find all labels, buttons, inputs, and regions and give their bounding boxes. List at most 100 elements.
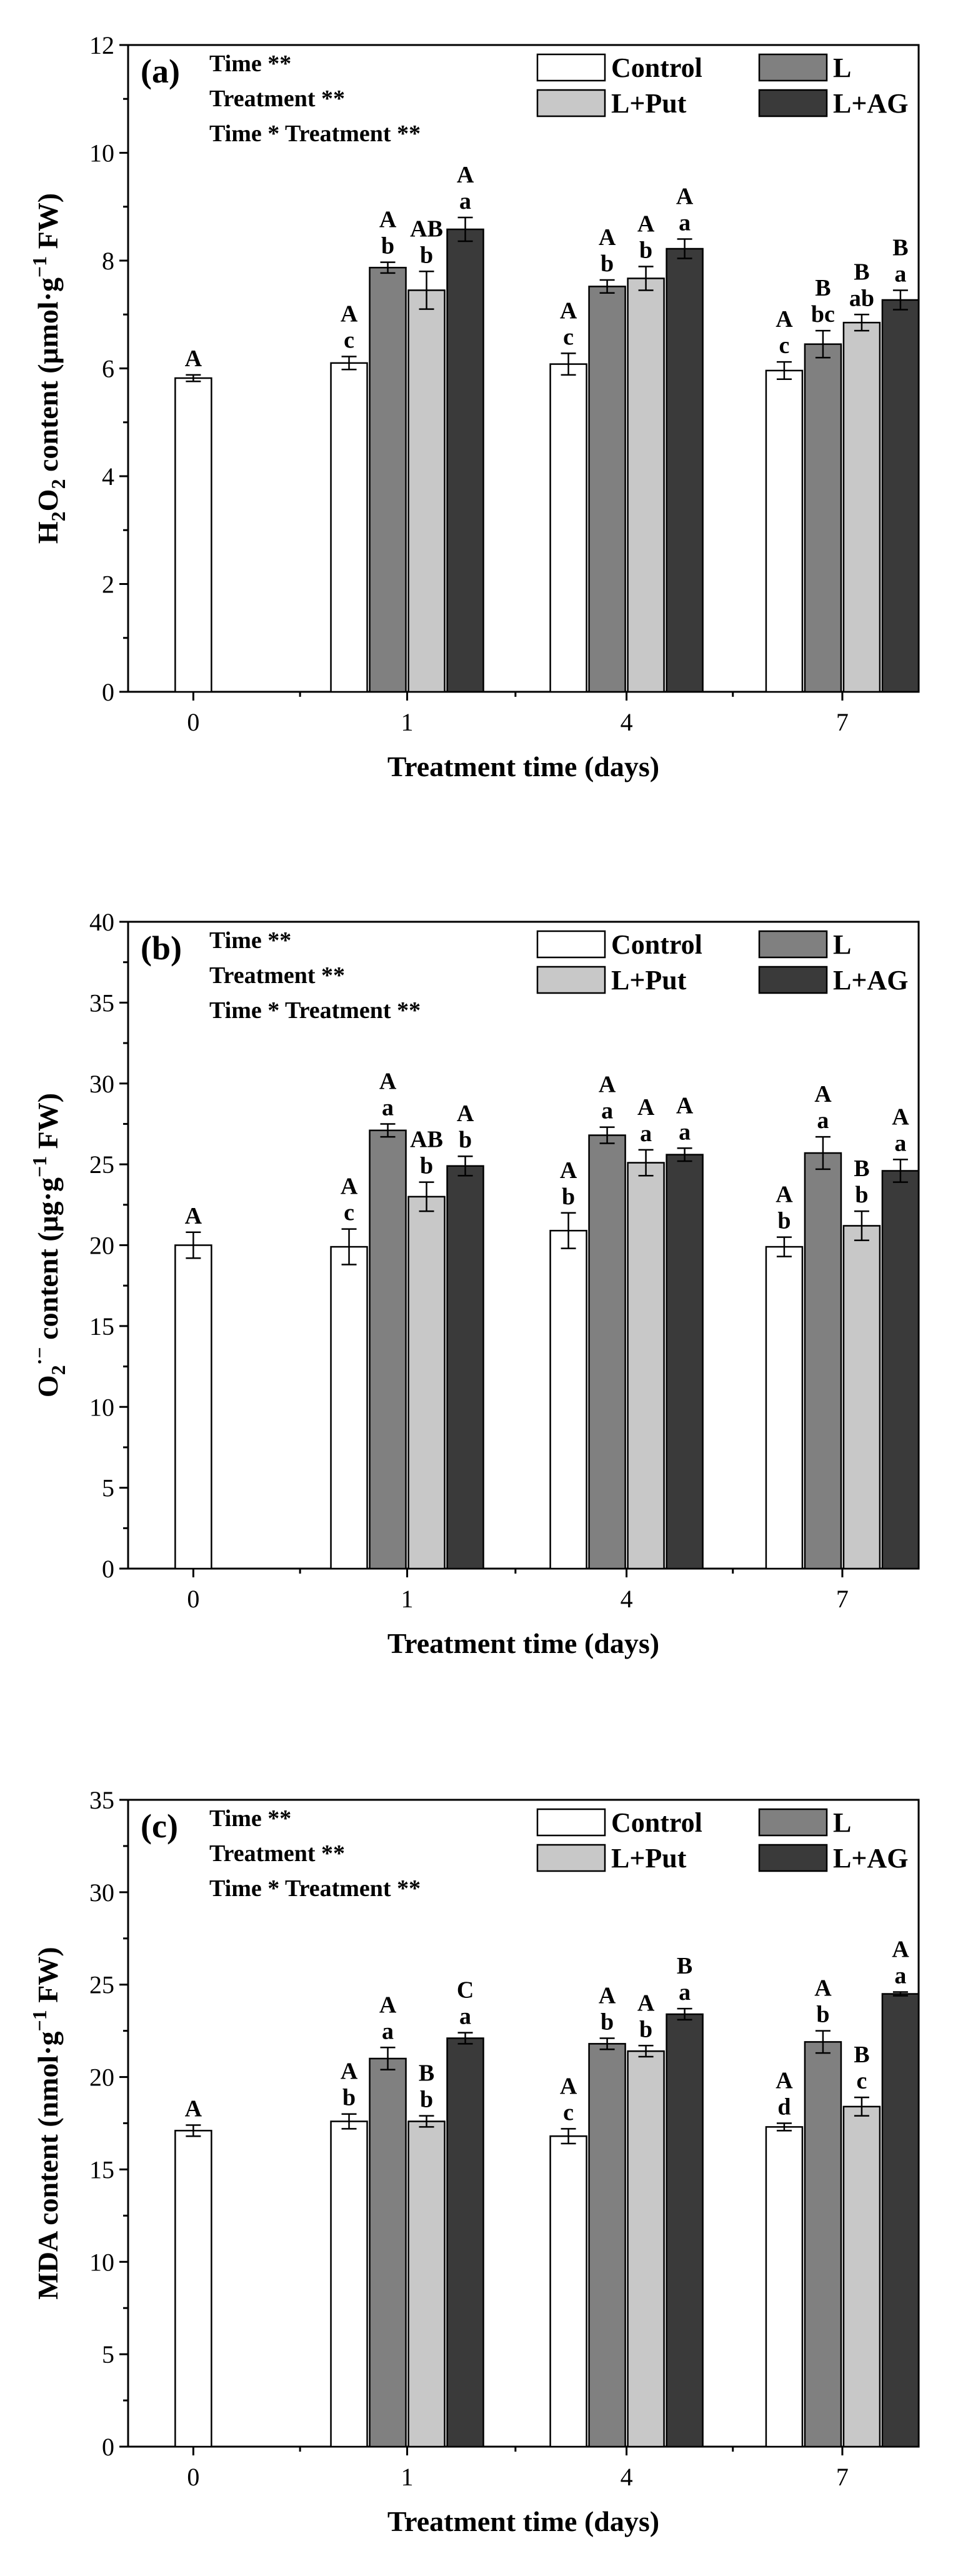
legend-label: Control — [611, 1807, 702, 1838]
bar — [407, 289, 446, 693]
bar — [804, 1152, 842, 1570]
bar — [407, 2120, 446, 2448]
bar — [446, 1165, 484, 1570]
sig-letter-upper: A — [776, 306, 793, 332]
sig-letter-upper: AB — [410, 216, 443, 242]
x-tick-label: 1 — [401, 2463, 414, 2491]
bar — [588, 286, 626, 693]
sig-letter-lower: c — [344, 1200, 354, 1226]
chart-2: 0 5 10 15 20 25 30 35 40 0 1 4 7 Treatment time (days… — [28, 908, 920, 1659]
sig-letter-lower: a — [894, 1130, 906, 1156]
legend-swatch — [758, 1844, 828, 1872]
sig-letter-upper: A — [599, 1982, 616, 2009]
bar — [765, 2126, 804, 2448]
sig-letter-upper: B — [677, 1953, 692, 1979]
bar — [804, 343, 842, 693]
sig-letter-upper: B — [815, 275, 831, 301]
sig-letter-upper: A — [185, 2095, 202, 2122]
bar — [588, 1134, 626, 1570]
sig-letter-lower: b — [420, 242, 433, 268]
sig-letter-upper: A — [637, 1094, 655, 1121]
x-tick-label: 0 — [187, 1585, 199, 1613]
sig-letter-upper: A — [637, 1990, 655, 2016]
sig-letter-upper: A — [892, 1104, 909, 1130]
y-tick-label: 30 — [89, 1070, 114, 1098]
legend-swatch — [758, 966, 828, 994]
bar — [174, 1244, 212, 1570]
sig-letter-lower: c — [563, 324, 574, 350]
bar — [627, 2050, 665, 2448]
sig-letter-lower: b — [342, 2085, 356, 2111]
bar — [881, 299, 920, 693]
bar — [407, 1196, 446, 1570]
sig-letter-upper: A — [457, 1101, 474, 1127]
sig-letter-lower: a — [382, 2018, 394, 2044]
y-tick-label: 5 — [102, 1474, 114, 1502]
legend-label: L+AG — [833, 965, 908, 996]
sig-letter-lower: ab — [849, 285, 874, 311]
y-axis-label-part: FW) — [32, 193, 64, 256]
bar — [842, 2105, 881, 2448]
sig-letter-lower: b — [420, 2087, 433, 2113]
y-axis-label-part: O — [32, 489, 64, 512]
stats-line: Treatment ** — [209, 1840, 345, 1867]
sig-letter-lower: b — [816, 2002, 829, 2028]
y-tick-label: 10 — [89, 139, 114, 167]
bar — [330, 1246, 368, 1570]
legend-label: L+Put — [611, 965, 687, 996]
bar — [369, 266, 407, 693]
x-tick-label: 4 — [621, 708, 633, 736]
legend-label: Control — [611, 929, 702, 960]
sig-letter-upper: C — [457, 1977, 474, 2004]
bar — [627, 1162, 665, 1570]
bar — [369, 2057, 407, 2448]
y-tick-label: 30 — [89, 1879, 114, 1907]
sig-letter-upper: B — [854, 259, 869, 285]
bar — [765, 369, 804, 693]
y-axis-label-part: MDA content (nmol·g — [32, 2031, 64, 2299]
y-axis-label: O2​·−​ content (μg·g−1​ FW) — [28, 1093, 69, 1397]
x-tick-label: 4 — [621, 2463, 633, 2491]
y-axis-label-part: FW) — [32, 1947, 64, 2010]
sig-letter-lower: b — [777, 1208, 791, 1234]
bar — [446, 228, 484, 693]
legend-label: L+AG — [833, 1843, 908, 1874]
sig-letter-upper: B — [854, 2042, 869, 2068]
bar — [446, 2037, 484, 2448]
y-tick-label: 8 — [102, 247, 114, 275]
sig-letter-lower: a — [382, 1094, 394, 1121]
x-tick-label: 7 — [836, 708, 849, 736]
bar — [881, 1993, 920, 2448]
y-axis-label: MDA content (nmol·g−1​ FW) — [28, 1947, 64, 2299]
y-axis-label-part: 2 — [47, 511, 69, 521]
sig-letter-upper: A — [341, 301, 358, 327]
legend-label: L — [833, 52, 851, 83]
stats-line: Time ** — [209, 927, 291, 954]
sig-letter-lower: a — [817, 1107, 829, 1134]
sig-letter-lower: b — [562, 1184, 575, 1210]
bar — [330, 2120, 368, 2448]
y-tick-label: 35 — [89, 1786, 114, 1814]
sig-letter-upper: A — [676, 1092, 694, 1119]
x-tick-label: 1 — [401, 1585, 414, 1613]
sig-letter-upper: A — [599, 1072, 616, 1098]
y-tick-label: 0 — [102, 1555, 114, 1583]
sig-letter-lower: c — [563, 2099, 574, 2125]
legend-swatch — [536, 89, 606, 117]
sig-letter-lower: b — [601, 251, 614, 277]
sig-letter-lower: a — [894, 261, 906, 287]
legend-swatch — [758, 1808, 828, 1837]
legend-swatch — [536, 1844, 606, 1872]
y-tick-label: 2 — [102, 571, 114, 599]
panel-label: (a) — [141, 52, 180, 90]
legend-label: L+Put — [611, 88, 687, 119]
sig-letter-upper: A — [637, 211, 655, 237]
y-tick-label: 4 — [102, 462, 114, 491]
panel-label: (c) — [141, 1807, 178, 1845]
sig-letter-lower: bc — [811, 301, 835, 327]
sig-letter-upper: A — [185, 346, 202, 372]
sig-letter-upper: A — [379, 1068, 397, 1094]
y-axis-label-part: 2 — [47, 479, 69, 489]
legend-swatch — [536, 966, 606, 994]
sig-letter-lower: b — [459, 1127, 472, 1153]
